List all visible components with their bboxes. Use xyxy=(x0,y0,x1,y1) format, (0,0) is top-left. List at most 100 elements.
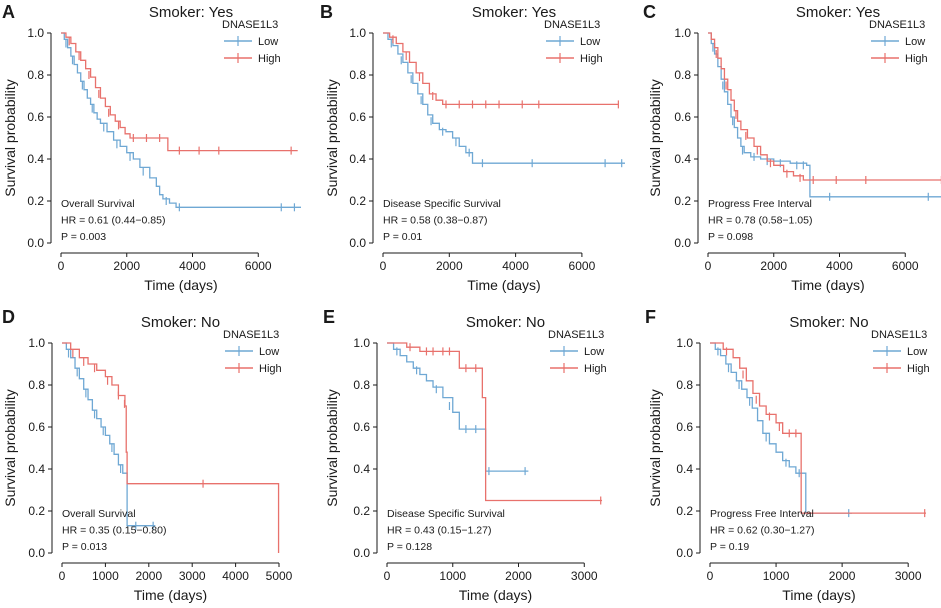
survival-curve-high xyxy=(708,32,941,181)
endpoint-label: Overall Survival xyxy=(62,508,136,520)
legend-label-high: High xyxy=(258,53,281,65)
legend-label-low: Low xyxy=(584,346,604,358)
x-tick-label: 1000 xyxy=(92,569,119,583)
endpoint-label: Overall Survival xyxy=(61,198,135,210)
survival-curve-high xyxy=(383,32,619,106)
x-tick-label: 0 xyxy=(384,569,391,583)
x-tick-label: 4000 xyxy=(179,259,206,273)
x-tick-label: 6000 xyxy=(569,259,596,273)
x-tick-label: 1000 xyxy=(763,569,790,583)
y-axis-title: Survival probability xyxy=(324,389,340,507)
km-panel-c: C Smoker: Yes 0.0 0.2 0.4 0.6 0.8 1.0 0 2000 4000 6… xyxy=(643,2,941,293)
x-tick-label: 5000 xyxy=(266,569,293,583)
legend-label-high: High xyxy=(584,363,607,375)
x-tick-label: 0 xyxy=(59,569,66,583)
hazard-ratio: HR = 0.78 (0.58−1.05) xyxy=(708,215,812,227)
y-axis-title: Survival probability xyxy=(2,79,18,197)
x-tick-label: 0 xyxy=(707,569,714,583)
x-axis-title: Time (days) xyxy=(134,587,207,603)
y-tick-label: 0.2 xyxy=(674,194,691,208)
y-tick-label: 0.2 xyxy=(349,194,366,208)
y-tick-label: 0.8 xyxy=(676,378,693,392)
x-tick-label: 2000 xyxy=(760,259,787,273)
x-tick-label: 4000 xyxy=(502,259,529,273)
y-tick-label: 1.0 xyxy=(674,26,691,40)
hazard-ratio: HR = 0.58 (0.38−0.87) xyxy=(383,215,487,227)
panel-letter: B xyxy=(320,2,333,22)
p-value: P = 0.01 xyxy=(383,231,422,243)
x-tick-label: 2000 xyxy=(135,569,162,583)
hazard-ratio: HR = 0.61 (0.44−0.85) xyxy=(61,215,165,227)
y-tick-label: 0.6 xyxy=(676,420,693,434)
legend-title: DNASE1L3 xyxy=(222,19,278,31)
y-tick-label: 0.0 xyxy=(353,546,370,560)
y-axis-title: Survival probability xyxy=(647,389,663,507)
survival-curve-high xyxy=(387,342,603,502)
y-tick-label: 0.8 xyxy=(674,68,691,82)
km-panel-b: B Smoker: Yes 0.0 0.2 0.4 0.6 0.8 1.0 0 2000 4000 6… xyxy=(320,2,625,293)
x-axis-title: Time (days) xyxy=(459,587,532,603)
y-tick-label: 0.6 xyxy=(674,110,691,124)
chart-title: Smoker: Yes xyxy=(796,4,880,21)
x-tick-label: 3000 xyxy=(179,569,206,583)
x-tick-label: 6000 xyxy=(245,259,272,273)
legend-label-low: Low xyxy=(907,346,927,358)
x-axis-title: Time (days) xyxy=(144,277,217,293)
x-tick-label: 4000 xyxy=(826,259,853,273)
p-value: P = 0.19 xyxy=(710,541,749,553)
survival-curve-high xyxy=(61,32,298,152)
survival-curve-high xyxy=(62,342,280,553)
y-tick-label: 0.4 xyxy=(674,152,691,166)
legend-label-low: Low xyxy=(258,36,278,48)
x-tick-label: 4000 xyxy=(222,569,249,583)
hazard-ratio: HR = 0.43 (0.15−1.27) xyxy=(387,525,491,537)
panel-letter: C xyxy=(643,2,656,22)
y-axis-title: Survival probability xyxy=(2,389,18,507)
y-tick-label: 0.6 xyxy=(349,110,366,124)
y-tick-label: 0.8 xyxy=(349,68,366,82)
chart-title: Smoker: Yes xyxy=(149,4,233,21)
legend-title: DNASE1L3 xyxy=(544,19,600,31)
y-tick-label: 0.2 xyxy=(353,504,370,518)
panel-letter: A xyxy=(2,2,15,22)
legend-label-low: Low xyxy=(259,346,279,358)
survival-curve-low xyxy=(710,342,853,514)
p-value: P = 0.013 xyxy=(62,541,107,553)
panel-letter: D xyxy=(2,307,15,327)
y-tick-label: 0.6 xyxy=(27,110,44,124)
survival-curve-low xyxy=(708,32,941,198)
y-tick-label: 0.6 xyxy=(353,420,370,434)
chart-title: Smoker: No xyxy=(466,314,545,331)
y-tick-label: 0.8 xyxy=(353,378,370,392)
x-tick-label: 0 xyxy=(380,259,387,273)
x-tick-label: 2000 xyxy=(829,569,856,583)
legend-label-high: High xyxy=(905,53,928,65)
legend-label-high: High xyxy=(580,53,603,65)
survival-curve-low xyxy=(387,342,529,472)
km-panel-e: E Smoker: No 0.0 0.2 0.4 0.6 0.8 1.0 0 1000 2000 30… xyxy=(323,307,607,603)
endpoint-label: Disease Specific Survival xyxy=(383,198,501,210)
legend-title: DNASE1L3 xyxy=(223,329,279,341)
x-tick-label: 0 xyxy=(705,259,712,273)
panel-letter: F xyxy=(645,307,656,327)
y-tick-label: 0.4 xyxy=(349,152,366,166)
legend-title: DNASE1L3 xyxy=(871,329,927,341)
y-tick-label: 0.0 xyxy=(349,236,366,250)
hazard-ratio: HR = 0.35 (0.15−0.80) xyxy=(62,525,166,537)
legend-title: DNASE1L3 xyxy=(548,329,604,341)
endpoint-label: Progress Free Interval xyxy=(708,198,812,210)
legend-label-high: High xyxy=(259,363,282,375)
p-value: P = 0.003 xyxy=(61,231,106,243)
y-tick-label: 0.8 xyxy=(27,68,44,82)
y-tick-label: 0.8 xyxy=(28,378,45,392)
y-tick-label: 1.0 xyxy=(353,336,370,350)
survival-curve-low xyxy=(383,32,625,164)
x-tick-label: 3000 xyxy=(571,569,598,583)
hazard-ratio: HR = 0.62 (0.30−1.27) xyxy=(710,525,814,537)
y-tick-label: 0.4 xyxy=(27,152,44,166)
y-tick-label: 0.0 xyxy=(28,546,45,560)
x-axis-title: Time (days) xyxy=(467,277,540,293)
chart-title: Smoker: Yes xyxy=(472,4,556,21)
survival-curve-low xyxy=(62,342,156,527)
